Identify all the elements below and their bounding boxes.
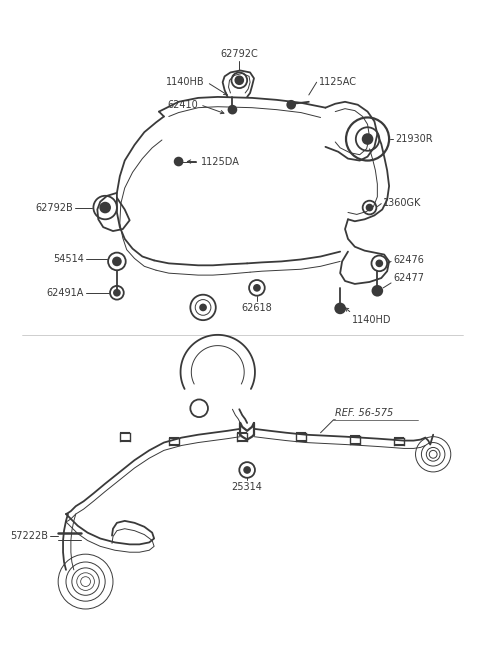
Circle shape bbox=[372, 286, 382, 295]
Circle shape bbox=[175, 158, 182, 166]
Circle shape bbox=[244, 467, 250, 473]
Text: 62618: 62618 bbox=[241, 303, 272, 312]
Circle shape bbox=[287, 101, 295, 109]
Circle shape bbox=[100, 202, 110, 212]
Text: 62792B: 62792B bbox=[35, 202, 73, 213]
Circle shape bbox=[114, 290, 120, 295]
Text: 21930R: 21930R bbox=[395, 134, 432, 144]
Circle shape bbox=[228, 105, 236, 113]
Circle shape bbox=[200, 305, 206, 310]
Text: 1140HB: 1140HB bbox=[167, 77, 205, 87]
Circle shape bbox=[335, 303, 345, 313]
Text: REF. 56-575: REF. 56-575 bbox=[335, 408, 394, 418]
Circle shape bbox=[367, 204, 372, 210]
Text: 1360GK: 1360GK bbox=[383, 198, 421, 208]
Text: 62476: 62476 bbox=[393, 255, 424, 265]
Circle shape bbox=[113, 257, 121, 265]
Text: 57222B: 57222B bbox=[11, 531, 48, 540]
Circle shape bbox=[235, 77, 243, 84]
Text: 62410: 62410 bbox=[168, 100, 198, 110]
Circle shape bbox=[376, 261, 382, 267]
Circle shape bbox=[254, 285, 260, 291]
Text: 62792C: 62792C bbox=[220, 48, 258, 59]
Text: 62491A: 62491A bbox=[46, 288, 84, 298]
Text: 54514: 54514 bbox=[53, 254, 84, 265]
Text: 25314: 25314 bbox=[232, 481, 263, 492]
Text: 1125AC: 1125AC bbox=[319, 77, 357, 87]
Text: 62477: 62477 bbox=[393, 273, 424, 283]
Text: 1125DA: 1125DA bbox=[201, 157, 240, 166]
Text: 1140HD: 1140HD bbox=[352, 315, 391, 326]
Circle shape bbox=[363, 134, 372, 144]
